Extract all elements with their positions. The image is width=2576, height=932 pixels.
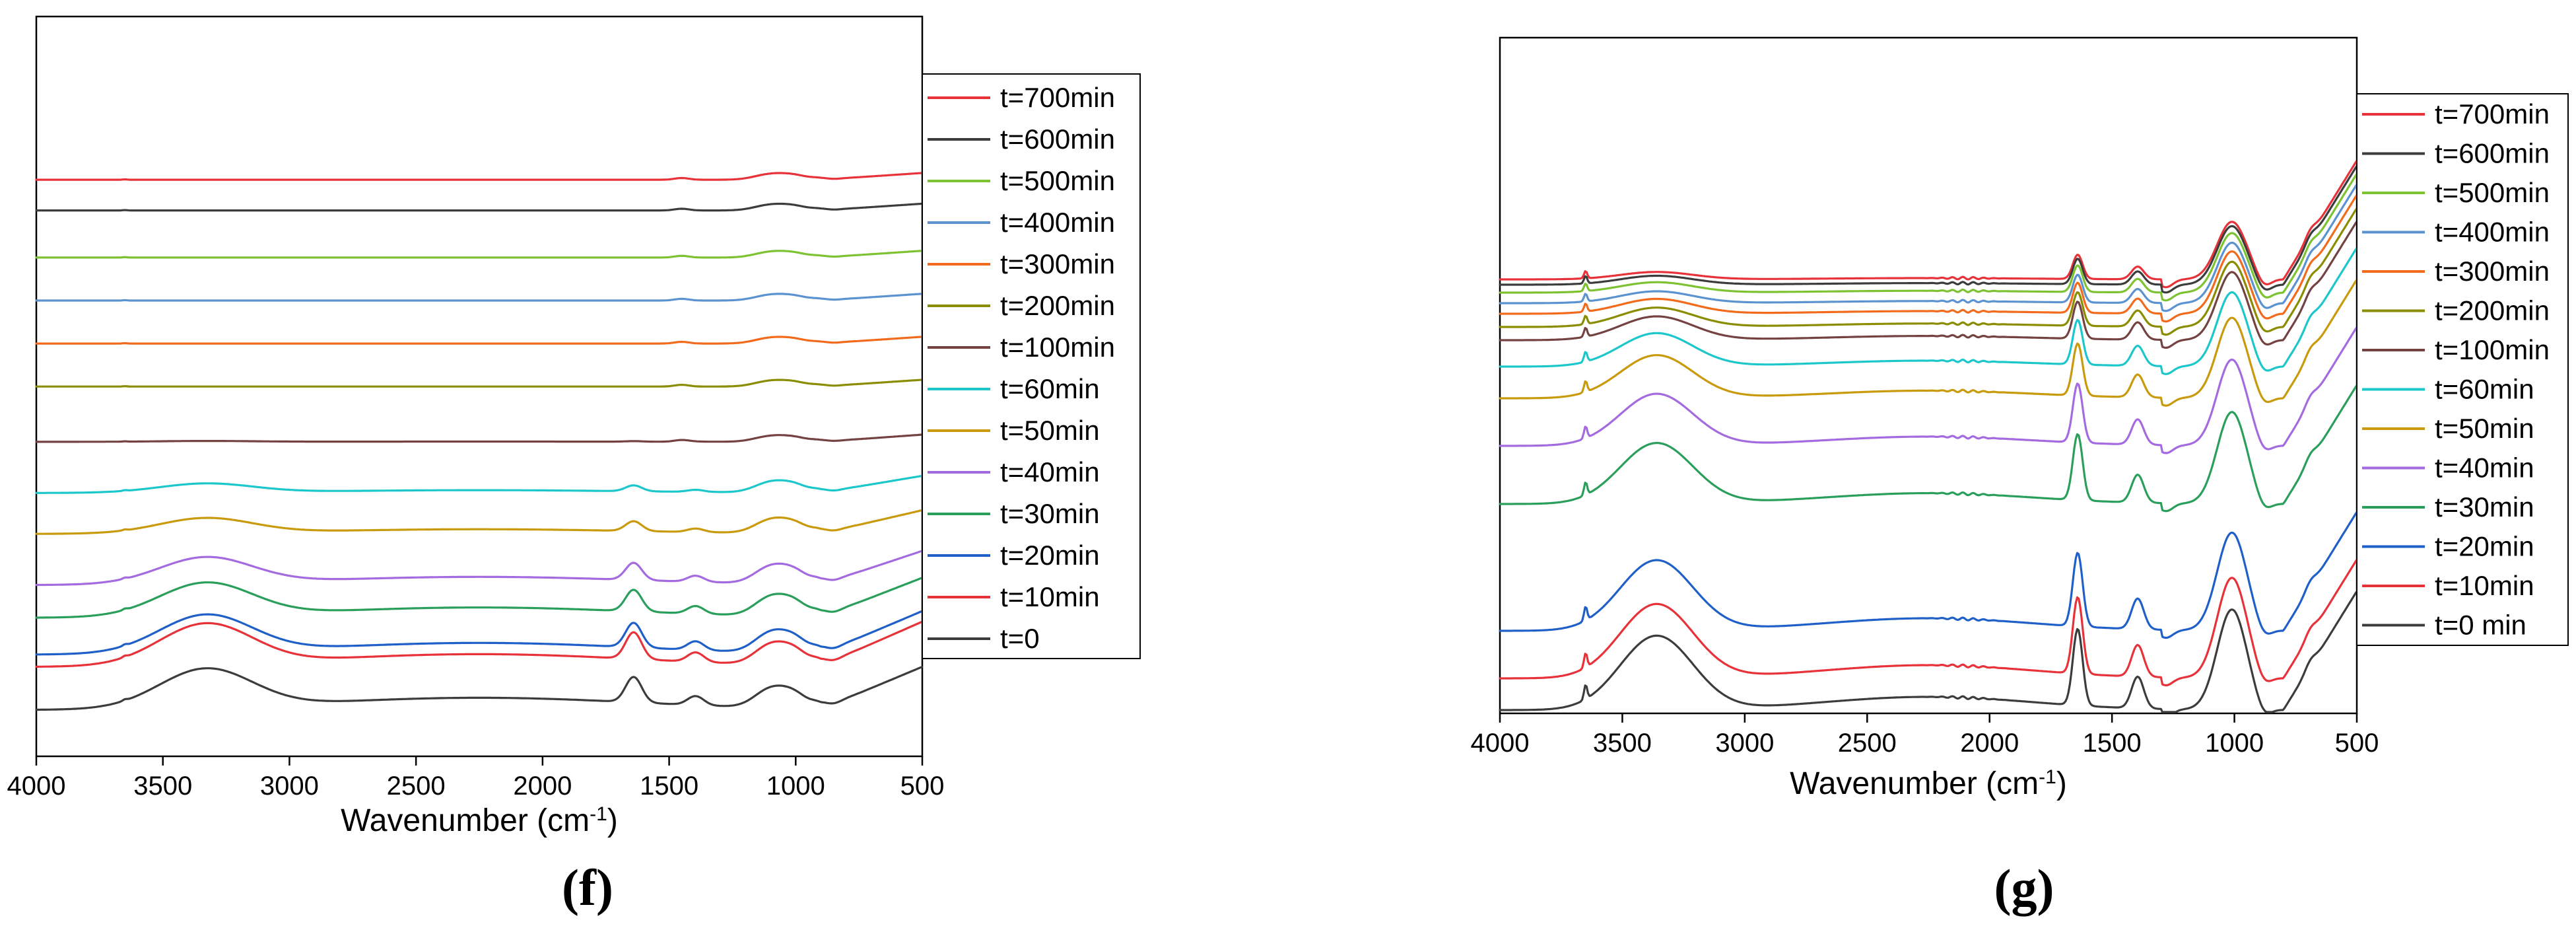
x-tick-label-2500: 2500 xyxy=(1838,729,1897,758)
legend-label-t-30min: t=30min xyxy=(1000,498,1100,529)
x-tick-label-2000: 2000 xyxy=(1960,729,2019,758)
series-line-t-60min xyxy=(35,474,923,494)
legend-label-t-50min: t=50min xyxy=(2435,413,2534,444)
series-line-t-60min xyxy=(1499,247,2357,375)
series-line-t-0-min xyxy=(1499,591,2357,713)
legend-label-t-40min: t=40min xyxy=(1000,456,1100,487)
series-line-t-700min xyxy=(35,172,923,181)
legend-label-t-40min: t=40min xyxy=(2435,452,2534,484)
legend-label-t-50min: t=50min xyxy=(1000,415,1100,446)
series-line-t-600min xyxy=(1499,165,2357,294)
chart-f: 4000 3500 3000 2500 2000 1500 1000 500 Wavenumb… xyxy=(7,15,1141,916)
x-tick-label-3000: 3000 xyxy=(260,771,319,801)
series-line-t-20min xyxy=(1499,511,2357,639)
series-line-t-300min xyxy=(35,336,923,345)
legend-label-t-10min: t=10min xyxy=(1000,581,1100,612)
series-line-t-10min xyxy=(35,620,923,668)
series-line-t-400min xyxy=(1499,184,2357,312)
x-tick-label-3000: 3000 xyxy=(1715,729,1774,758)
series-line-t-600min xyxy=(35,202,923,212)
series-line-t-30min xyxy=(1499,384,2357,513)
series-group-f xyxy=(35,172,923,711)
series-line-t-200min xyxy=(35,378,923,388)
legend-label-t-400min: t=400min xyxy=(1000,207,1115,238)
series-line-t-200min xyxy=(1499,207,2357,336)
legend-f: t=700min t=600min t=500min t=400min t=300min… xyxy=(928,82,1115,654)
series-line-t-20min xyxy=(35,610,923,656)
series-line-t-40min xyxy=(35,550,923,587)
legend-label-t-700min: t=700min xyxy=(1000,82,1115,113)
legend-label-t-500min: t=500min xyxy=(2435,177,2550,208)
legend-frame-g xyxy=(2356,93,2569,646)
x-tick-label-1500: 1500 xyxy=(2083,729,2142,758)
x-tick-label-500: 500 xyxy=(2335,729,2379,758)
x-tick-label-1500: 1500 xyxy=(640,771,698,801)
x-tick-label-500: 500 xyxy=(900,771,945,801)
series-line-t-100min xyxy=(35,433,923,443)
series-line-t-50min xyxy=(1499,279,2357,407)
x-ticks-f: 4000 3500 3000 2500 2000 1500 1000 500 xyxy=(7,756,945,801)
legend-label-t-30min: t=30min xyxy=(2435,491,2534,522)
x-ticks-g: 4000 3500 3000 2500 2000 1500 1000 500 xyxy=(1471,713,2379,758)
series-line-t-100min xyxy=(1499,221,2357,349)
series-line-t-50min xyxy=(35,509,923,535)
x-tick-label-3500: 3500 xyxy=(1593,729,1652,758)
x-axis-label-f: Wavenumber (cm-1) xyxy=(341,803,618,838)
series-line-t-400min xyxy=(35,293,923,302)
legend-label-t-600min: t=600min xyxy=(2435,138,2550,169)
series-line-t-40min xyxy=(1499,326,2357,454)
legend-label-t-200min: t=200min xyxy=(1000,290,1115,321)
x-tick-label-4000: 4000 xyxy=(7,771,66,801)
legend-label-t-10min: t=10min xyxy=(2435,570,2534,601)
series-line-t-500min xyxy=(1499,173,2357,302)
panel-label-g: (g) xyxy=(1994,859,2054,916)
series-line-t-500min xyxy=(35,250,923,259)
legend-label-t-60min: t=60min xyxy=(2435,374,2534,405)
legend-label-t-100min: t=100min xyxy=(1000,332,1115,363)
series-line-t-300min xyxy=(1499,194,2357,323)
panel-label-f: (f) xyxy=(562,859,613,916)
legend-label-t-60min: t=60min xyxy=(1000,373,1100,404)
legend-label-t-700min: t=700min xyxy=(2435,98,2550,129)
x-tick-label-2500: 2500 xyxy=(387,771,446,801)
chart-g: 4000 3500 3000 2500 2000 1500 1000 500 Wavenumb… xyxy=(1471,36,2569,916)
x-tick-label-4000: 4000 xyxy=(1471,729,1530,758)
x-tick-label-1000: 1000 xyxy=(2205,729,2264,758)
legend-label-t-300min: t=300min xyxy=(1000,248,1115,279)
legend-frame-f xyxy=(922,73,1141,659)
legend-g: t=700min t=600min t=500min t=400min t=300min… xyxy=(2362,98,2550,641)
legend-label-t-500min: t=500min xyxy=(1000,165,1115,196)
legend-label-t-20min: t=20min xyxy=(2435,531,2534,562)
series-group-g xyxy=(1499,160,2357,713)
legend-label-t-400min: t=400min xyxy=(2435,217,2550,248)
legend-label-t-300min: t=300min xyxy=(2435,256,2550,287)
legend-label-t-20min: t=20min xyxy=(1000,540,1100,571)
legend-label-t-600min: t=600min xyxy=(1000,124,1115,155)
x-tick-label-3500: 3500 xyxy=(133,771,192,801)
x-tick-label-2000: 2000 xyxy=(513,771,572,801)
legend-label-t-0-min: t=0 min xyxy=(2435,610,2526,641)
series-line-t-700min xyxy=(1499,160,2357,289)
x-axis-label-g: Wavenumber (cm-1) xyxy=(1790,766,2067,801)
x-tick-label-1000: 1000 xyxy=(766,771,825,801)
legend-label-t-100min: t=100min xyxy=(2435,334,2550,365)
series-line-t-30min xyxy=(35,577,923,619)
series-line-t-10min xyxy=(1499,559,2357,687)
legend-label-t-200min: t=200min xyxy=(2435,295,2550,326)
series-line-t-0 xyxy=(35,666,923,711)
legend-label-t-0: t=0 xyxy=(1000,623,1040,654)
